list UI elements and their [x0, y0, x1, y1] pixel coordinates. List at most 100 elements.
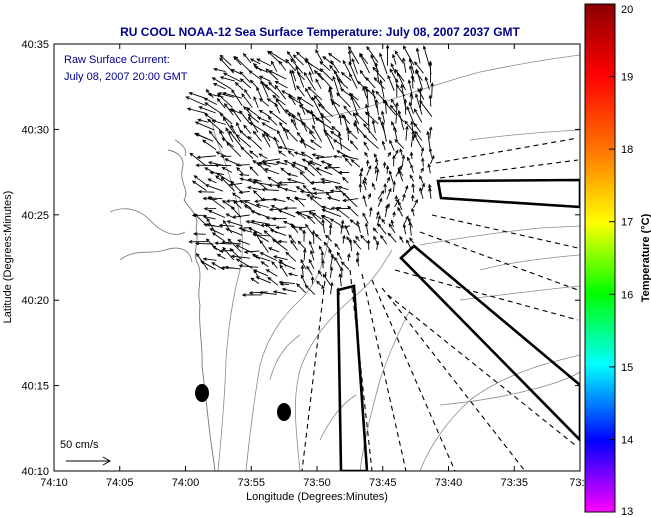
current-vector	[303, 71, 316, 91]
current-vector	[208, 130, 223, 148]
current-vector	[300, 151, 314, 160]
current-vector	[320, 180, 331, 185]
y-tick-label: 40:30	[21, 124, 49, 136]
current-vector	[241, 228, 253, 233]
current-vector	[215, 175, 223, 182]
current-vector	[362, 86, 368, 99]
current-vector	[392, 53, 397, 65]
current-vector	[410, 163, 414, 173]
current-vector	[288, 234, 297, 244]
current-vector	[330, 281, 334, 295]
current-vector	[290, 118, 298, 131]
current-vector	[197, 118, 209, 123]
current-vector	[287, 272, 298, 277]
colorbar-ticks: 20 19 18 17 16 15 14 13	[609, 3, 633, 518]
current-vector	[365, 159, 370, 167]
current-vector	[338, 114, 342, 126]
current-vector	[221, 167, 233, 173]
current-vector	[219, 112, 233, 125]
current-vector	[409, 237, 415, 244]
current-vector	[253, 96, 259, 108]
current-vector	[356, 220, 361, 233]
current-vector	[309, 139, 322, 149]
current-vector	[315, 167, 333, 176]
colorbar	[584, 3, 616, 513]
current-vector	[387, 151, 391, 158]
y-tick-label: 40:20	[21, 295, 49, 307]
current-vector	[244, 88, 252, 100]
current-vector	[314, 233, 322, 241]
station-marker	[195, 384, 209, 402]
current-vector	[211, 232, 225, 242]
current-vector	[385, 44, 390, 66]
current-vector	[344, 157, 353, 167]
current-vector	[375, 168, 380, 182]
current-vector	[295, 65, 305, 88]
current-vector	[320, 215, 333, 225]
current-vector	[388, 170, 394, 183]
current-vector	[314, 156, 333, 160]
current-vector	[272, 238, 288, 251]
current-vector	[287, 150, 295, 157]
current-vector	[414, 61, 424, 74]
current-vector	[367, 193, 372, 200]
current-vector	[297, 211, 313, 219]
current-vector	[239, 199, 252, 209]
y-axis-label: Latitude (Degrees:Minutes)	[2, 191, 14, 324]
current-vector	[273, 255, 288, 261]
current-vector	[209, 228, 225, 236]
current-vector	[342, 234, 346, 244]
current-vector	[388, 223, 396, 234]
current-vector	[342, 198, 359, 203]
current-vector	[358, 172, 363, 184]
current-vector	[398, 169, 404, 182]
current-vector	[397, 206, 404, 217]
current-vector	[321, 218, 325, 234]
current-vector	[413, 108, 423, 123]
current-vector	[226, 220, 243, 227]
current-vector	[207, 118, 225, 134]
current-vector	[240, 146, 254, 159]
current-vector	[300, 274, 307, 287]
current-vector	[366, 165, 372, 176]
current-vector	[406, 105, 415, 125]
current-vector	[198, 106, 216, 114]
current-vector	[196, 155, 216, 160]
current-vector	[355, 258, 360, 267]
current-vector	[230, 124, 241, 143]
current-vector	[259, 223, 277, 228]
current-vector	[268, 50, 288, 64]
current-vector	[238, 264, 259, 268]
current-vector	[222, 72, 241, 83]
current-vector	[231, 88, 243, 106]
current-vector	[424, 76, 430, 90]
current-vector	[283, 187, 297, 193]
current-vector	[321, 284, 325, 293]
current-vector	[396, 72, 407, 91]
current-vector	[337, 131, 343, 150]
current-vector	[250, 277, 260, 284]
current-vector	[332, 154, 342, 159]
current-vector	[305, 223, 314, 236]
current-vector	[275, 225, 287, 230]
y-tick-label: 40:35	[21, 39, 49, 51]
current-vector	[312, 124, 323, 143]
current-vector	[272, 197, 286, 203]
current-vector	[313, 94, 325, 109]
current-vector	[221, 137, 234, 148]
current-vector	[353, 239, 362, 250]
current-vector	[381, 140, 386, 151]
current-vector	[277, 261, 296, 270]
current-vector	[239, 78, 252, 89]
current-vector	[267, 176, 280, 185]
current-vector	[225, 127, 234, 143]
colorbar-tick-label: 14	[621, 434, 633, 446]
current-vector	[349, 73, 358, 89]
current-vector	[294, 196, 305, 207]
current-vector	[355, 235, 360, 242]
current-vector	[268, 81, 277, 90]
current-vector	[389, 139, 395, 151]
current-vector	[363, 123, 378, 141]
x-tick-label: 73:35	[500, 477, 528, 489]
current-vector	[364, 151, 369, 158]
